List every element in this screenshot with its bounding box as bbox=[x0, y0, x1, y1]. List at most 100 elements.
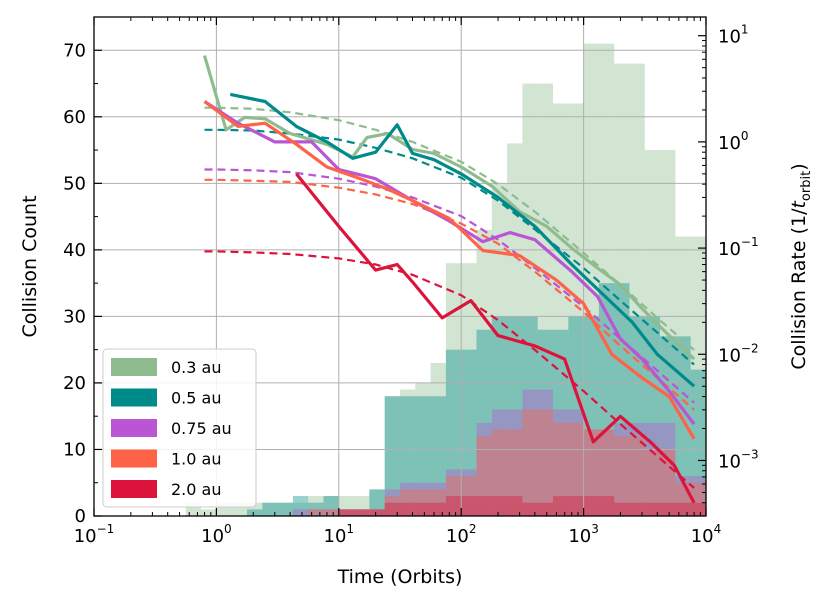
histogram-bar bbox=[568, 316, 584, 516]
histogram-bar bbox=[369, 509, 385, 516]
legend-label: 2.0 au bbox=[171, 480, 221, 499]
y-axis-left-title: Collision Count bbox=[19, 195, 41, 337]
histogram-bar bbox=[690, 476, 706, 516]
ticks-layer: 10−1 100 101 102 103 10401020304050607010−310… bbox=[63, 17, 759, 547]
histogram-bar bbox=[369, 489, 385, 516]
legend-item: 1.0 au bbox=[111, 449, 221, 469]
y-left-tick-label: 40 bbox=[63, 240, 86, 261]
histogram-bar bbox=[338, 496, 355, 516]
rate-lines-layer bbox=[202, 55, 696, 504]
histogram-bar bbox=[629, 63, 645, 516]
histogram-bar bbox=[461, 469, 477, 516]
histogram-bar bbox=[583, 429, 599, 516]
histogram-bar bbox=[675, 502, 691, 516]
histogram-bar bbox=[583, 43, 599, 516]
histogram-bar bbox=[384, 496, 400, 516]
rate-line-1 bbox=[229, 92, 696, 388]
histogram-bar bbox=[384, 396, 400, 516]
histogram-bar bbox=[369, 509, 385, 516]
x-tick-label-exponent: 3 bbox=[591, 522, 599, 536]
histogram-bar bbox=[660, 502, 676, 516]
histogram-bar bbox=[614, 436, 630, 516]
histogram-bar bbox=[415, 489, 431, 516]
histogram-bar bbox=[568, 103, 584, 516]
histogram-bar bbox=[491, 429, 508, 516]
histogram-bar bbox=[308, 496, 324, 516]
histogram-bar bbox=[461, 496, 477, 516]
histogram-bar bbox=[461, 476, 477, 516]
histogram-bar bbox=[415, 502, 431, 516]
y-right-tick-label-exponent: −1 bbox=[741, 235, 759, 249]
histogram-bar bbox=[445, 476, 462, 516]
histogram-bar bbox=[354, 509, 370, 516]
rate-line-2 bbox=[203, 100, 696, 426]
legend-swatch bbox=[111, 419, 157, 437]
histogram-bar bbox=[537, 329, 553, 516]
histogram-bar bbox=[461, 349, 477, 516]
legend-item: 0.3 au bbox=[111, 358, 221, 377]
legend-item: 2.0 au bbox=[111, 480, 221, 499]
histogram-bar bbox=[262, 502, 278, 516]
histogram-bar bbox=[461, 263, 477, 516]
y-right-tick-label-exponent: 1 bbox=[741, 23, 749, 37]
histogram-bar bbox=[690, 482, 706, 516]
histogram-bar bbox=[369, 509, 385, 516]
histogram-bar bbox=[323, 509, 339, 516]
histogram-bar bbox=[614, 502, 630, 516]
histogram-bar bbox=[553, 496, 569, 516]
histogram-bar bbox=[400, 482, 416, 516]
histogram-bar bbox=[598, 429, 615, 516]
histogram-bar bbox=[338, 509, 355, 516]
histogram-bar bbox=[568, 422, 584, 516]
y-left-tick-label: 60 bbox=[63, 107, 86, 128]
histogram-bar bbox=[522, 409, 538, 516]
histogram-bar bbox=[476, 436, 492, 516]
y-right-tick-label-base: 10 bbox=[718, 239, 741, 260]
histogram-bar bbox=[323, 509, 339, 516]
x-tick-label: 100 bbox=[201, 522, 232, 547]
histogram-bar bbox=[491, 183, 508, 517]
histogram-bar bbox=[415, 482, 431, 516]
x-tick-label-exponent: −1 bbox=[97, 522, 115, 536]
rate-line-4 bbox=[295, 172, 696, 504]
y-right-tick-label: 10−1 bbox=[718, 235, 759, 260]
histogram-bar bbox=[598, 429, 615, 516]
histogram-bar bbox=[201, 509, 217, 516]
x-tick-label: 102 bbox=[446, 522, 477, 547]
legend-item: 0.75 au bbox=[111, 419, 232, 438]
histogram-bar bbox=[445, 496, 462, 516]
legend-item: 0.5 au bbox=[111, 388, 221, 408]
histogram-bar bbox=[354, 509, 370, 516]
histogram-bar bbox=[537, 83, 553, 517]
y-axis-right-title-main: Collision Rate (1/ bbox=[788, 208, 810, 370]
histogram-bar bbox=[323, 496, 339, 516]
histogram-bar bbox=[476, 229, 492, 516]
histogram-1 bbox=[247, 283, 706, 516]
y-right-tick-label-base: 10 bbox=[718, 27, 741, 48]
histogram-bar bbox=[369, 489, 385, 516]
y-right-tick-label: 101 bbox=[718, 23, 749, 48]
histogram-bar bbox=[522, 83, 538, 517]
x-tick-label-exponent: 0 bbox=[224, 522, 232, 536]
histogram-bar bbox=[430, 502, 446, 516]
legend: 0.3 au 0.5 au 0.75 au 1.0 au 2.0 au bbox=[102, 348, 257, 508]
histogram-bar bbox=[247, 509, 263, 516]
x-tick-label-base: 10 bbox=[201, 526, 224, 547]
histogram-bar bbox=[430, 396, 446, 516]
x-tick-label-base: 10 bbox=[691, 526, 714, 547]
histogram-bar bbox=[583, 316, 599, 516]
histogram-bar bbox=[690, 502, 706, 516]
x-tick-label-exponent: 2 bbox=[469, 522, 477, 536]
histogram-bar bbox=[400, 396, 416, 516]
histogram-bar bbox=[277, 502, 293, 516]
histogram-bar bbox=[292, 496, 309, 516]
histogram-bar bbox=[338, 509, 355, 516]
histogram-bar bbox=[354, 496, 370, 516]
histogram-bar bbox=[522, 502, 538, 516]
histogram-bar bbox=[445, 469, 462, 516]
x-tick-label: 103 bbox=[568, 522, 599, 547]
histogram-bar bbox=[629, 316, 645, 516]
histogram-bar bbox=[384, 502, 400, 516]
histogram-bar bbox=[537, 502, 553, 516]
